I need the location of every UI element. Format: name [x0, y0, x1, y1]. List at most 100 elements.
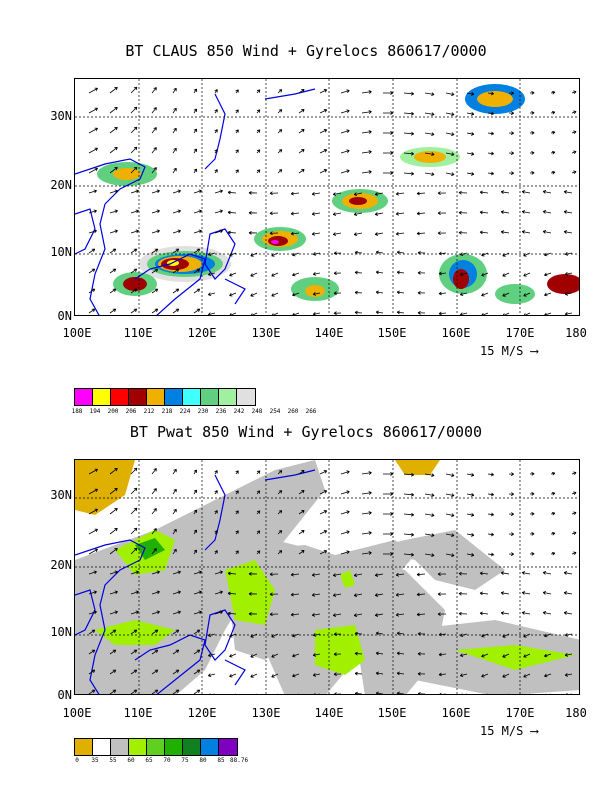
wind-vector-arrow — [109, 590, 118, 595]
wind-vector-arrow — [544, 252, 552, 257]
wind-vector-arrow — [193, 248, 201, 254]
wind-vector-arrow — [479, 591, 489, 596]
wind-vector-arrow — [277, 129, 283, 134]
wind-vector-arrow — [374, 613, 384, 617]
wind-vector-arrow — [235, 550, 239, 555]
wind-vector-arrow — [319, 109, 328, 114]
wind-vector-arrow — [396, 270, 405, 275]
wind-vectors — [88, 86, 577, 315]
wind-vector-arrow — [214, 570, 223, 575]
wind-vector-arrow — [292, 252, 300, 257]
wind-vector-arrow — [417, 270, 426, 275]
wind-vector-arrow — [151, 468, 157, 475]
wind-vector-arrow — [250, 292, 258, 297]
wind-vector-arrow — [214, 89, 218, 94]
wind-vector-arrow — [172, 669, 180, 675]
wind-vector-arrow — [523, 252, 531, 257]
wind-vector-arrow — [172, 508, 177, 515]
wind-vector-arrow — [375, 250, 384, 255]
legend-swatch — [75, 739, 93, 755]
wind-vector-arrow — [424, 553, 435, 558]
wind-vector-arrow — [353, 593, 363, 597]
wind-vector-arrow — [481, 633, 489, 638]
wind-vector-arrow — [250, 272, 258, 277]
wind-vector-arrow — [172, 308, 180, 314]
wind-vector-arrow — [130, 590, 139, 595]
wind-vector-arrow — [563, 210, 573, 214]
wind-vector-arrow — [395, 572, 405, 577]
wind-vector-arrow — [523, 292, 531, 297]
wind-vector-arrow — [466, 473, 475, 477]
wind-vector-arrow — [332, 192, 342, 196]
wind-vector-arrow — [319, 129, 328, 134]
wind-vector-arrow — [502, 292, 510, 297]
wind-vector-arrow — [130, 547, 138, 555]
wind-vector-arrow — [445, 112, 455, 117]
wind-vector-arrow — [466, 132, 475, 136]
wind-vector-arrow — [481, 252, 489, 257]
wind-vector-arrow — [229, 252, 237, 257]
wind-vector-arrow — [193, 489, 198, 495]
wind-vector-arrow — [438, 672, 447, 677]
wind-vector-arrow — [375, 290, 384, 295]
wind-vector-arrow — [508, 512, 515, 517]
wind-vector-arrow — [417, 651, 426, 656]
wind-vector-arrow — [374, 593, 384, 597]
wind-vector-arrow — [109, 610, 118, 615]
wind-vector-arrow — [230, 693, 236, 694]
wind-vector-arrow — [416, 211, 426, 216]
wind-vector-arrow — [382, 512, 394, 516]
wind-vector-arrow — [550, 150, 556, 155]
panel2-ylabel-0n: 0N — [57, 688, 72, 702]
panel2-title: BT Pwat 850 Wind + Gyrelocs 860617/0000 — [129, 423, 483, 441]
wind-vector-arrow — [193, 669, 201, 675]
wind-vector-arrow — [479, 571, 489, 576]
wind-vector-arrow — [396, 290, 405, 295]
panel2-map — [74, 459, 580, 695]
wind-vector-arrow — [361, 511, 372, 515]
wind-vector-arrow — [235, 470, 239, 475]
wind-vector-arrow — [550, 511, 556, 516]
wind-vector-arrow — [248, 230, 258, 235]
wind-vector-arrow — [312, 252, 321, 256]
wind-vector-arrow — [382, 532, 394, 536]
wind-vector-arrow — [248, 571, 258, 576]
wind-vector-arrow — [529, 91, 535, 95]
arrow-right-icon: ⟶ — [530, 724, 538, 738]
wind-vector-arrow — [88, 127, 98, 134]
wind-vector-arrow — [298, 129, 305, 134]
wind-vector-arrow — [466, 513, 475, 517]
wind-vector-arrow — [396, 250, 405, 255]
wind-vector-arrow — [487, 131, 495, 136]
wind-vector-arrow — [502, 272, 510, 277]
wind-vector-arrow — [227, 190, 237, 195]
wind-vector-arrow — [88, 629, 96, 635]
wind-vector-arrow — [130, 189, 139, 194]
legend-tick-label: 218 — [161, 408, 173, 415]
wind-vector-arrow — [340, 550, 350, 555]
wind-vector-arrow — [523, 272, 531, 277]
wind-vector-arrow — [361, 531, 372, 535]
wind-vector-arrow — [298, 109, 305, 114]
wind-vector-arrow — [130, 570, 139, 575]
wind-vector-arrow — [529, 492, 535, 496]
wind-vector-arrow — [172, 268, 180, 274]
wind-vector-arrow — [566, 693, 572, 694]
wind-vector-arrow — [130, 288, 138, 294]
wind-vector-arrow — [207, 653, 216, 657]
wind-vector-arrow — [550, 170, 556, 175]
wind-vector-arrow — [354, 310, 363, 315]
panel1-xlabel: 120E — [187, 326, 217, 340]
wind-vector-arrow — [487, 171, 495, 176]
wind-vector-arrow — [130, 146, 138, 154]
wind-vector-arrow — [445, 553, 455, 558]
wind-vector-arrow — [151, 669, 159, 675]
legend-tick-label: 0 — [75, 757, 79, 764]
wind-vector-arrow — [193, 108, 198, 114]
legend-swatch — [201, 389, 219, 405]
panel1-xlabel: 170E — [505, 326, 535, 340]
wind-vector-arrow — [193, 209, 202, 214]
wind-vector-arrow — [298, 89, 305, 94]
cloud-shading — [97, 84, 579, 304]
wind-vector-arrow — [193, 168, 198, 174]
